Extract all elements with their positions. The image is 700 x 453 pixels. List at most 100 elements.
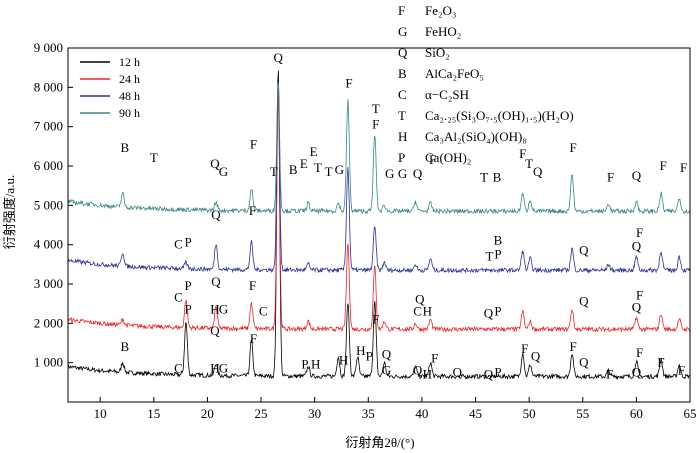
peak-label: H (311, 357, 320, 372)
peak-label: F (607, 170, 614, 185)
x-tick-label: 10 (94, 406, 107, 421)
y-tick-label: 1 000 (34, 355, 63, 370)
peak-label: C (259, 304, 268, 319)
y-tick-label: 4 000 (34, 237, 63, 252)
peak-label: H (210, 361, 219, 376)
phase-key-formula: Fe₂O₃ (425, 3, 456, 18)
legend-label: 24 h (119, 72, 140, 86)
peak-label: G (335, 162, 344, 177)
peak-label: F (657, 355, 664, 370)
peak-label: Q (415, 292, 425, 307)
peak-label: Q (533, 164, 543, 179)
peak-label: T (525, 156, 533, 171)
x-tick-label: 60 (630, 406, 643, 421)
peak-label: H (356, 343, 365, 358)
peak-label: F (250, 331, 257, 346)
peak-label: Q (453, 364, 463, 379)
peak-label: F (249, 278, 256, 293)
peak-label: B (493, 170, 502, 185)
peak-label: Q (211, 274, 221, 289)
legend: 12 h 24 h 48 h 90 h (80, 55, 140, 120)
legend-label: 12 h (119, 55, 140, 69)
x-tick-label: 50 (523, 406, 536, 421)
x-tick-label: 45 (469, 406, 482, 421)
peak-label: P (301, 357, 308, 372)
peak-label: Q (632, 300, 642, 315)
peak-label: Q (579, 355, 589, 370)
peak-label: Q (382, 347, 392, 362)
y-tick-label: 7 000 (34, 119, 63, 134)
y-tick-label: 6 000 (34, 158, 63, 173)
peak-label: F (521, 341, 528, 356)
peak-label: G (398, 166, 407, 181)
peak-label: T (480, 170, 488, 185)
phase-key-letter: B (398, 66, 407, 81)
series-line-48h (67, 81, 690, 274)
phase-key-letter: H (398, 129, 407, 144)
peak-label: F (345, 75, 352, 90)
x-tick-label: 20 (201, 406, 214, 421)
peak-label: C (413, 304, 422, 319)
peak-label: Q (210, 323, 220, 338)
peak-label: H (423, 366, 432, 381)
peak-label: Q (210, 156, 220, 171)
peak-label: T (314, 160, 322, 175)
peak-label: P (494, 304, 501, 319)
y-axis-title: 衍射强度/a.u. (2, 175, 17, 249)
peak-label: H (210, 302, 219, 317)
peak-label: Q (484, 305, 494, 320)
peak-label: C (174, 237, 183, 252)
peak-label: G (219, 361, 228, 376)
peak-label: Q (413, 363, 423, 378)
phase-key-formula: α−C₂SH (425, 87, 469, 102)
axes: 10 15 20 25 30 35 40 45 50 55 60 65 1 000 2 000 3 000 4… (34, 40, 697, 421)
peak-label: G (219, 164, 228, 179)
peak-label: P (366, 349, 373, 364)
peak-label: F (606, 366, 613, 381)
peak-label: F (680, 160, 687, 175)
series-line-90h (67, 82, 690, 215)
peak-label: E (310, 144, 318, 159)
peak-label: Q (632, 168, 642, 183)
peak-label: F (249, 203, 256, 218)
peak-label: H (423, 304, 432, 319)
peak-label: F (678, 363, 685, 378)
peak-label: P (184, 235, 191, 250)
peak-label: Q (632, 364, 642, 379)
peak-label: F (372, 117, 379, 132)
peak-label: T (486, 248, 494, 263)
peak-label: C (174, 361, 183, 376)
peak-label: F (636, 225, 643, 240)
x-axis-title: 衍射角2θ/(°) (345, 435, 414, 450)
peak-label: F (569, 140, 576, 155)
legend-label: 90 h (119, 106, 140, 120)
series-line-12h (67, 70, 690, 381)
phase-key-formula: Ca₂.₂₅(Si₃O₇.₅(OH)₁.₅)(H₂O) (425, 108, 574, 123)
peak-label: Q (211, 207, 221, 222)
peak-label: H (339, 353, 348, 368)
phase-key-letter: F (398, 3, 405, 18)
y-tick-label: 3 000 (34, 276, 63, 291)
phase-key-letter: P (398, 150, 405, 165)
peak-label: B (289, 162, 298, 177)
y-tick-label: 5 000 (34, 197, 63, 212)
peak-label: B (120, 339, 129, 354)
peak-label: Q (531, 349, 541, 364)
phase-key-letter: T (398, 108, 406, 123)
peak-label: F (569, 339, 576, 354)
x-tick-label: 30 (308, 406, 321, 421)
phase-key: F Fe₂O₃ G FeHO₂ Q SiO₂ B AlCa₂FeO₅ C α−C₂SH T Ca₂.₂… (398, 3, 574, 165)
phase-key-formula: FeHO₂ (425, 24, 461, 39)
x-tick-label: 55 (576, 406, 589, 421)
peak-label: B (494, 233, 503, 248)
peak-label: P (494, 364, 501, 379)
peak-label: Q (579, 243, 589, 258)
peak-label: Q (484, 366, 494, 381)
peak-label: Q (274, 50, 284, 65)
peak-label: Q (632, 239, 642, 254)
x-tick-label: 25 (255, 406, 268, 421)
peak-label: G (219, 302, 228, 317)
peak-label: F (429, 152, 436, 167)
